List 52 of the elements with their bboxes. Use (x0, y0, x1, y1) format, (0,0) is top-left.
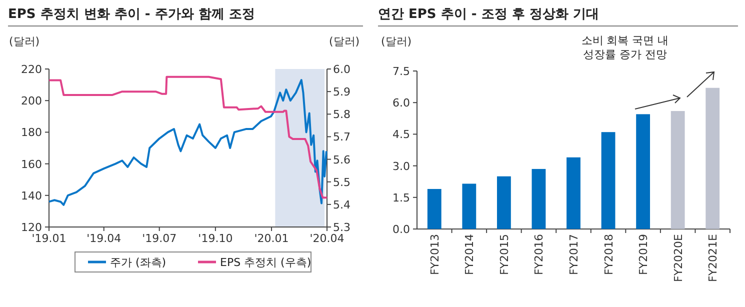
y-tick-label: 140 (21, 189, 42, 202)
x-tick-label: FY2014 (463, 234, 476, 276)
bar (566, 157, 580, 229)
x-tick-label: FY2017 (568, 234, 580, 276)
x-tick-label: FY2020E (672, 234, 685, 282)
chart-title: EPS 추정치 변화 추이 - 주가와 함께 조정 (8, 7, 255, 22)
bar (636, 114, 650, 229)
y-tick-label: 220 (21, 63, 42, 76)
y-tick-label: 6.0 (392, 96, 410, 110)
x-tick-label: '20.01 (254, 232, 289, 245)
y-axis-title: (달러) (9, 35, 40, 48)
bar (532, 168, 546, 229)
text: 소비 회복 국면 내 성장률 증가 전망 (581, 34, 669, 61)
bar (601, 132, 616, 229)
y-tick-label: 4.5 (392, 128, 410, 142)
bar (496, 176, 511, 229)
x-tick-label: FY2016 (532, 234, 546, 276)
y-tick-label: 180 (21, 126, 42, 140)
y2-tick-label: 5.9 (333, 86, 350, 99)
x-tick-label: FY2018 (602, 234, 616, 276)
y2-axis-title: (달러) (329, 35, 360, 48)
bar (670, 111, 685, 229)
legend-label: EPS 추정치 (우측) (220, 256, 312, 269)
y-tick-label: 0.0 (392, 223, 410, 236)
bar (706, 88, 720, 229)
x-tick-label: '19.01 (32, 232, 66, 245)
x-tick-label: FY2021E (706, 234, 720, 282)
y2-tick-label: 5.8 (333, 108, 350, 122)
chart-title: 연간 EPS 추이 - 조정 후 정상화 기대 (378, 7, 599, 22)
x-tick-label: '20.04 (310, 232, 344, 245)
y2-tick-label: 5.3 (333, 221, 350, 234)
y-tick-label: 120 (21, 221, 42, 234)
x-tick-label: '19.04 (86, 232, 122, 245)
y2-tick-label: 5.7 (333, 130, 350, 144)
x-tick-label: '19.10 (198, 232, 233, 245)
y-tick-label: 3.0 (392, 160, 410, 173)
y-tick-label: 7.5 (392, 65, 410, 78)
y2-tick-label: 6.0 (333, 63, 350, 76)
y-tick-label: 1.5 (392, 191, 410, 204)
legend-label: 주가 (좌측) (110, 256, 166, 269)
y2-tick-label: 5.6 (333, 153, 350, 166)
bar (462, 184, 476, 229)
y2-tick-label: 5.4 (333, 198, 350, 212)
x-tick-label: '19.07 (142, 232, 177, 245)
y-axis-title: (달러) (381, 35, 412, 48)
bar (427, 188, 442, 229)
x-tick-label: FY2013 (428, 234, 442, 276)
y2-tick-label: 5.5 (333, 176, 350, 189)
y-tick-label: 200 (21, 94, 42, 108)
y-tick-label: 160 (21, 158, 42, 171)
x-tick-label: FY2015 (498, 234, 511, 276)
x-tick-label: FY2019 (637, 234, 650, 276)
